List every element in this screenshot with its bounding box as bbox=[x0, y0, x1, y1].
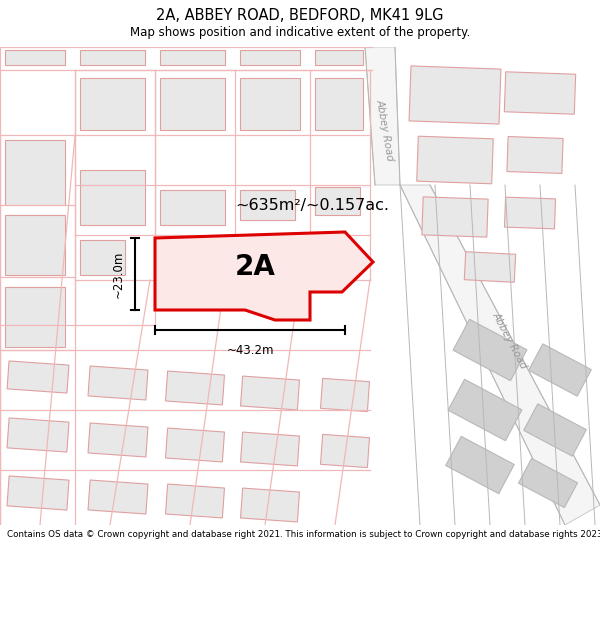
Text: 2A: 2A bbox=[235, 253, 275, 281]
Polygon shape bbox=[166, 484, 224, 518]
Polygon shape bbox=[7, 476, 69, 510]
Polygon shape bbox=[80, 170, 145, 225]
Polygon shape bbox=[5, 140, 65, 205]
Polygon shape bbox=[88, 480, 148, 514]
Polygon shape bbox=[417, 136, 493, 184]
Polygon shape bbox=[160, 190, 225, 225]
Polygon shape bbox=[160, 50, 225, 65]
Polygon shape bbox=[464, 252, 515, 282]
Polygon shape bbox=[241, 376, 299, 410]
Polygon shape bbox=[448, 379, 522, 441]
Polygon shape bbox=[7, 361, 69, 393]
Polygon shape bbox=[409, 66, 501, 124]
Text: ~23.0m: ~23.0m bbox=[112, 250, 125, 298]
Polygon shape bbox=[453, 319, 527, 381]
Polygon shape bbox=[80, 50, 145, 65]
Polygon shape bbox=[7, 418, 69, 452]
Polygon shape bbox=[315, 50, 363, 65]
Polygon shape bbox=[320, 378, 370, 412]
Polygon shape bbox=[240, 190, 295, 220]
Polygon shape bbox=[446, 436, 514, 494]
Polygon shape bbox=[529, 344, 592, 396]
Polygon shape bbox=[166, 428, 224, 462]
Text: ~43.2m: ~43.2m bbox=[226, 344, 274, 357]
Polygon shape bbox=[505, 72, 575, 114]
Polygon shape bbox=[155, 232, 373, 320]
Text: Abbey Road: Abbey Road bbox=[491, 310, 529, 370]
Polygon shape bbox=[5, 50, 65, 65]
Polygon shape bbox=[505, 197, 556, 229]
Polygon shape bbox=[315, 78, 363, 130]
Text: Contains OS data © Crown copyright and database right 2021. This information is : Contains OS data © Crown copyright and d… bbox=[7, 530, 600, 539]
Polygon shape bbox=[241, 488, 299, 522]
Polygon shape bbox=[166, 371, 224, 405]
Polygon shape bbox=[160, 243, 205, 273]
Polygon shape bbox=[5, 215, 65, 275]
Polygon shape bbox=[524, 404, 586, 456]
Polygon shape bbox=[160, 78, 225, 130]
Polygon shape bbox=[320, 434, 370, 468]
Polygon shape bbox=[365, 47, 400, 185]
Polygon shape bbox=[315, 187, 360, 215]
Polygon shape bbox=[507, 136, 563, 174]
Text: 2A, ABBEY ROAD, BEDFORD, MK41 9LG: 2A, ABBEY ROAD, BEDFORD, MK41 9LG bbox=[156, 9, 444, 24]
Text: Abbey Road: Abbey Road bbox=[374, 98, 395, 162]
Polygon shape bbox=[241, 432, 299, 466]
Polygon shape bbox=[88, 423, 148, 457]
Text: Map shows position and indicative extent of the property.: Map shows position and indicative extent… bbox=[130, 26, 470, 39]
Polygon shape bbox=[240, 78, 300, 130]
Polygon shape bbox=[88, 366, 148, 400]
Polygon shape bbox=[400, 185, 600, 525]
Polygon shape bbox=[422, 197, 488, 237]
Polygon shape bbox=[80, 240, 125, 275]
Polygon shape bbox=[518, 458, 578, 508]
Polygon shape bbox=[5, 287, 65, 347]
Text: ~635m²/~0.157ac.: ~635m²/~0.157ac. bbox=[235, 198, 389, 212]
Polygon shape bbox=[240, 50, 300, 65]
Polygon shape bbox=[80, 78, 145, 130]
